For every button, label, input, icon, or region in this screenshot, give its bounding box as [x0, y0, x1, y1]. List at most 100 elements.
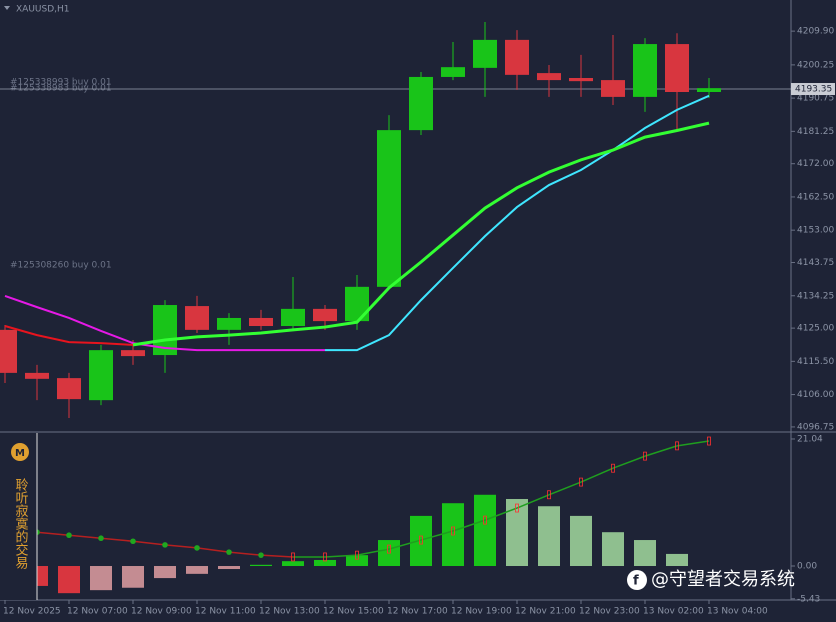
current-price-box: [791, 83, 835, 96]
candle-body: [57, 378, 81, 400]
histogram-bar: [186, 566, 208, 574]
candle-body: [281, 308, 305, 327]
signal-segment: [644, 445, 678, 457]
watermark-icon-f: f: [633, 574, 639, 589]
y-tick-label: 4096.75: [797, 422, 834, 432]
signal-marker: [611, 463, 615, 473]
signal-dot: [194, 545, 200, 551]
candle-body: [441, 67, 465, 77]
histogram-bar: [538, 506, 560, 567]
signal-marker: [355, 550, 359, 560]
histogram-bar: [474, 494, 496, 567]
signal-marker: [451, 526, 455, 536]
menu-arrow: [4, 6, 10, 10]
candle-body: [473, 39, 497, 68]
histogram-bar: [570, 515, 592, 567]
ma-line: [325, 94, 710, 352]
histogram-bar: [154, 566, 176, 579]
histogram-bar: [250, 564, 272, 567]
candle-body: [505, 39, 529, 75]
x-tick-label: 12 Nov 07:00: [67, 607, 128, 617]
signal-marker: [707, 436, 711, 446]
histogram-bar: [122, 566, 144, 588]
watermark-icon: [627, 570, 647, 590]
histogram-bar: [506, 498, 528, 567]
signal-segment: [420, 530, 454, 541]
order-label: #125338993 buy 0.01: [10, 78, 112, 88]
y-tick-label: 4209.90: [797, 27, 834, 37]
x-tick-label: 12 Nov 13:00: [259, 607, 320, 617]
signal-marker: [675, 441, 679, 451]
x-tick-label: 12 Nov 15:00: [323, 607, 384, 617]
signal-segment: [100, 537, 134, 543]
signal-segment: [324, 554, 358, 558]
candle-body: [89, 350, 113, 401]
signal-marker: [547, 490, 551, 500]
signal-dot: [130, 538, 136, 545]
signal-segment: [484, 507, 518, 521]
candle-body: [25, 372, 49, 379]
signal-segment: [68, 534, 102, 539]
signal-segment: [132, 540, 166, 546]
candle-body: [633, 44, 657, 97]
ma-line: [132, 121, 710, 347]
x-tick-label: 12 Nov 17:00: [387, 607, 448, 617]
signal-dot: [258, 552, 264, 558]
y-tick-label: 4125.00: [797, 324, 834, 334]
candle-body: [345, 286, 369, 322]
x-tick-label: 13 Nov 02:00: [643, 607, 704, 617]
logo-text: 聆听寂寞的交易: [13, 478, 29, 570]
signal-marker: [643, 451, 647, 461]
signal-segment: [516, 494, 550, 509]
watermark: @守望者交易系统: [651, 569, 795, 590]
candle-body: [313, 308, 337, 322]
x-tick-label: 13 Nov 04:00: [707, 607, 768, 617]
ma-line: [4, 294, 325, 352]
candle-body: [0, 329, 17, 373]
signal-dot: [162, 542, 168, 548]
y-tick-label: 4162.50: [797, 192, 834, 202]
signal-segment: [676, 440, 710, 447]
histogram-bar: [314, 559, 336, 567]
signal-segment: [196, 547, 230, 553]
histogram-bar: [666, 553, 688, 567]
signal-dot: [98, 535, 104, 542]
candle-body: [697, 88, 721, 92]
signal-segment: [356, 548, 390, 556]
y-tick-label: 4134.25: [797, 291, 834, 301]
y-tick-label: 4106.00: [797, 390, 834, 400]
signal-segment: [612, 455, 646, 469]
signal-segment: [36, 531, 70, 536]
signal-marker: [419, 535, 423, 545]
y-tick-label: 21.04: [797, 434, 823, 444]
y-tick-label: -5.43: [797, 594, 820, 604]
histogram-bar: [410, 515, 432, 567]
signal-marker: [323, 552, 327, 562]
signal-dot: [226, 549, 232, 555]
candle-body: [409, 76, 433, 131]
y-tick-label: 4181.25: [797, 127, 834, 137]
signal-marker: [387, 544, 391, 554]
candle-body: [217, 317, 241, 330]
signal-segment: [548, 481, 582, 496]
histogram-bar: [218, 566, 240, 570]
x-tick-label: 12 Nov 09:00: [131, 607, 192, 617]
candle-body: [185, 306, 209, 330]
candle-body: [121, 350, 145, 357]
ma-line: [4, 325, 134, 346]
candle-body: [377, 130, 401, 287]
logo-circle: [11, 443, 29, 461]
y-tick-label: 0.00: [797, 562, 817, 572]
candle-body: [249, 317, 273, 327]
x-tick-label: 12 Nov 11:00: [195, 607, 256, 617]
signal-dot: [66, 532, 72, 539]
candle-body: [569, 78, 593, 82]
histogram-bar: [602, 532, 624, 567]
y-tick-label: 4172.00: [797, 159, 834, 169]
histogram-bar: [58, 566, 80, 594]
x-tick-label: 12 Nov 21:00: [515, 607, 576, 617]
logo-mark: M: [15, 448, 25, 459]
signal-marker: [291, 552, 295, 562]
y-tick-label: 4200.25: [797, 60, 834, 70]
